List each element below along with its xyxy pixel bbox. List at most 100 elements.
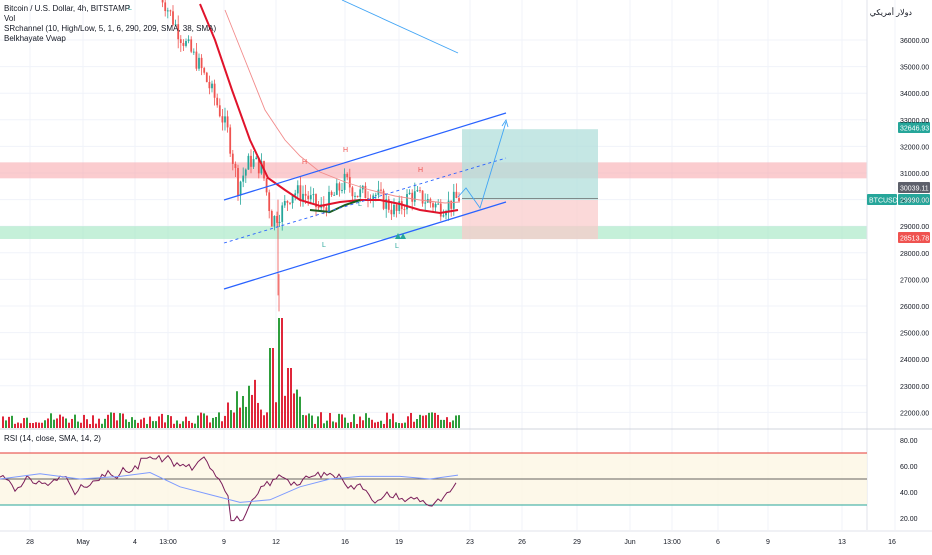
volume-bar bbox=[413, 421, 415, 428]
candle-body bbox=[302, 193, 304, 201]
volume-bar bbox=[107, 414, 109, 428]
grid-lines bbox=[0, 0, 896, 530]
legend-srchannel[interactable]: SRchannel (10, High/Low, 5, 1, 6, 290, 2… bbox=[4, 24, 217, 33]
volume-bar bbox=[86, 419, 88, 428]
volume-bar bbox=[281, 318, 283, 428]
candle-body bbox=[395, 204, 398, 211]
candle-body bbox=[221, 116, 224, 123]
candle-body bbox=[312, 194, 315, 196]
volume-bar bbox=[275, 402, 277, 428]
candle-body bbox=[198, 57, 200, 69]
projection-arrow bbox=[501, 118, 509, 128]
buy-arrow bbox=[400, 233, 406, 239]
channel-lower-line bbox=[223, 201, 507, 290]
candle-body bbox=[338, 183, 341, 191]
volume-bar bbox=[341, 414, 343, 428]
volume-bar bbox=[71, 418, 73, 428]
volume-bar bbox=[398, 423, 400, 428]
volume-bar bbox=[128, 421, 130, 428]
ma-fast-line bbox=[199, 3, 459, 215]
volume-bar bbox=[44, 420, 46, 428]
candle-body bbox=[299, 185, 302, 201]
volume-bar bbox=[110, 412, 112, 428]
time-tick-label: 9 bbox=[766, 539, 770, 546]
volume-bar bbox=[227, 402, 229, 428]
volume-bar bbox=[53, 419, 55, 428]
candle-body bbox=[289, 202, 291, 204]
rsi-tick-label: 80.00 bbox=[900, 438, 918, 445]
volume-bar bbox=[50, 413, 52, 428]
volume-bar bbox=[200, 412, 202, 428]
candle-body bbox=[411, 192, 414, 202]
candle-body bbox=[216, 97, 219, 106]
price-badge-label: 32646.93 bbox=[900, 126, 929, 133]
price-tick-label: 28000.00 bbox=[900, 251, 929, 258]
volume-bar bbox=[332, 421, 334, 428]
volume-bar bbox=[452, 420, 454, 428]
volume-bar bbox=[302, 414, 304, 428]
candle-body bbox=[416, 190, 419, 192]
candle-body bbox=[286, 200, 289, 203]
volume-bar bbox=[305, 415, 307, 428]
rsi-tick-label: 40.00 bbox=[900, 490, 918, 497]
volume-bar bbox=[323, 423, 325, 428]
price-tick-label: 24000.00 bbox=[900, 357, 929, 364]
volume-bar bbox=[329, 412, 331, 428]
stop-zone bbox=[462, 199, 598, 240]
candle-body bbox=[268, 192, 271, 212]
candle-body bbox=[255, 157, 258, 160]
candle-body bbox=[408, 192, 411, 195]
price-badge bbox=[898, 122, 930, 133]
candle-body bbox=[439, 203, 442, 217]
time-tick-label: 9 bbox=[222, 539, 226, 546]
volume-bar bbox=[308, 413, 310, 428]
candle-body bbox=[192, 51, 195, 53]
volume-bar bbox=[299, 396, 301, 428]
volume-bar bbox=[191, 422, 193, 428]
volume-bar bbox=[239, 407, 241, 428]
candle-body bbox=[231, 153, 234, 164]
high-marker: H bbox=[302, 159, 307, 166]
volume-bar bbox=[56, 418, 58, 428]
volume-bar bbox=[284, 395, 286, 428]
volume-bar bbox=[386, 412, 388, 428]
candle-body bbox=[224, 116, 226, 123]
volume-bar bbox=[185, 416, 187, 428]
volume-bar bbox=[425, 415, 427, 428]
low-marker: L bbox=[358, 201, 362, 208]
time-tick-label: 16 bbox=[888, 539, 896, 546]
candle-body bbox=[247, 155, 250, 170]
volume-bar bbox=[257, 402, 259, 428]
legend-vwap[interactable]: Belkhayate Vwap bbox=[4, 34, 66, 43]
volume-bar bbox=[293, 393, 295, 428]
volume-bar bbox=[11, 415, 13, 428]
candle-body bbox=[174, 24, 177, 26]
volume-bar bbox=[74, 414, 76, 428]
candle-body bbox=[278, 221, 281, 223]
volume-bar bbox=[314, 423, 316, 428]
volume-bar bbox=[296, 389, 298, 428]
candle-body bbox=[187, 39, 190, 42]
candle-body bbox=[164, 2, 167, 12]
candle-body bbox=[195, 51, 198, 69]
channel-upper-line bbox=[223, 112, 507, 201]
volume-bar bbox=[266, 412, 268, 428]
candle-body bbox=[434, 203, 437, 208]
volume-bar bbox=[149, 416, 151, 428]
volume-bar bbox=[383, 423, 385, 428]
low-marker: L bbox=[322, 242, 326, 249]
volume-bar bbox=[218, 412, 220, 428]
candle-body bbox=[390, 209, 393, 215]
volume-bar bbox=[269, 348, 271, 428]
legend-vol[interactable]: Vol bbox=[4, 14, 16, 23]
volume-bar bbox=[458, 415, 460, 428]
candle-body bbox=[364, 185, 367, 199]
volume-bar bbox=[59, 414, 61, 428]
legend-symbol[interactable]: Bitcoin / U.S. Dollar, 4h, BITSTAMP bbox=[4, 4, 131, 13]
rsi-legend[interactable]: RSI (14, close, SMA, 14, 2) bbox=[4, 434, 101, 443]
candle-body bbox=[346, 173, 349, 178]
volume-bar bbox=[236, 391, 238, 428]
volume-bar bbox=[155, 421, 157, 428]
